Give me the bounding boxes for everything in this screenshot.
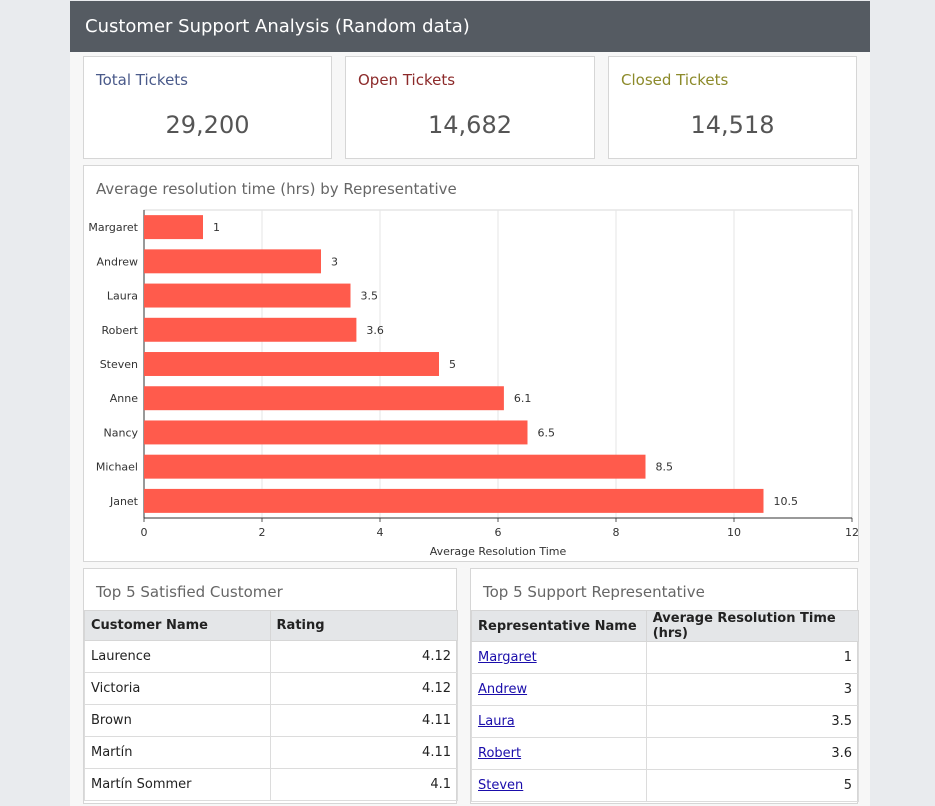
kpi-value: 14,682 xyxy=(428,111,512,139)
table-row: Margaret 1 xyxy=(471,641,860,674)
table-row: Brown 4.11 xyxy=(84,704,459,737)
y-tick-label: Michael xyxy=(96,461,138,474)
table-row: Victoria 4.12 xyxy=(84,672,459,705)
y-tick-label: Janet xyxy=(109,495,139,508)
customers-table-card: Top 5 Satisfied Customer Customer Name R… xyxy=(83,568,459,804)
kpi-title: Closed Tickets xyxy=(621,71,729,89)
data-label: 6.1 xyxy=(514,392,532,405)
bar xyxy=(144,488,764,513)
resolution-time-cell: 3.5 xyxy=(645,705,860,738)
customer-name-cell: Victoria xyxy=(84,672,271,705)
x-tick-label: 4 xyxy=(377,526,384,539)
reps-table-title: Top 5 Support Representative xyxy=(483,583,705,601)
y-tick-label: Laura xyxy=(107,290,138,303)
rating-cell: 4.12 xyxy=(269,672,459,705)
table-header-row: Representative Name Average Resolution T… xyxy=(471,610,860,642)
representative-link[interactable]: Andrew xyxy=(478,682,528,697)
bar xyxy=(144,215,203,240)
x-tick-label: 12 xyxy=(845,526,859,539)
reps-table-card: Top 5 Support Representative Representat… xyxy=(470,568,860,804)
rating-cell: 4.11 xyxy=(269,704,459,737)
resolution-time-cell: 3.6 xyxy=(645,737,860,770)
resolution-time-cell: 5 xyxy=(645,769,860,802)
bar xyxy=(144,317,357,342)
column-header-rating[interactable]: Rating xyxy=(269,610,459,641)
column-header-avg-resolution-time[interactable]: Average Resolution Time (hrs) xyxy=(645,610,860,642)
table-row: Steven 5 xyxy=(471,769,860,802)
table-row: Andrew 3 xyxy=(471,673,860,706)
bar xyxy=(144,420,528,445)
data-label: 3.6 xyxy=(366,324,384,337)
resolution-time-cell: 1 xyxy=(645,641,860,674)
table-row: Martín 4.11 xyxy=(84,736,459,769)
customers-table: Customer Name Rating Laurence 4.12 Victo… xyxy=(84,610,459,801)
dashboard-header: Customer Support Analysis (Random data) xyxy=(70,1,870,52)
bar xyxy=(144,249,321,274)
representative-link[interactable]: Robert xyxy=(478,746,522,761)
customer-name-cell: Brown xyxy=(84,704,271,737)
data-label: 5 xyxy=(449,358,456,371)
bar xyxy=(144,283,351,308)
y-tick-label: Steven xyxy=(100,358,138,371)
chart-title: Average resolution time (hrs) by Represe… xyxy=(96,180,457,198)
rating-cell: 4.12 xyxy=(269,640,459,673)
representative-name-cell: Steven xyxy=(471,769,647,802)
customer-name-cell: Martín Sommer xyxy=(84,768,271,801)
column-header-representative-name[interactable]: Representative Name xyxy=(471,610,647,642)
rating-cell: 4.11 xyxy=(269,736,459,769)
representative-link[interactable]: Steven xyxy=(478,778,524,793)
kpi-open-tickets: Open Tickets 14,682 xyxy=(345,56,595,159)
customer-name-cell: Laurence xyxy=(84,640,271,673)
table-row: Robert 3.6 xyxy=(471,737,860,770)
kpi-closed-tickets: Closed Tickets 14,518 xyxy=(608,56,857,159)
y-tick-label: Margaret xyxy=(88,221,138,234)
data-label: 3 xyxy=(331,255,338,268)
customer-name-cell: Martín xyxy=(84,736,271,769)
representative-link[interactable]: Laura xyxy=(478,714,515,729)
y-tick-label: Anne xyxy=(110,392,138,405)
resolution-time-cell: 3 xyxy=(645,673,860,706)
customers-table-title: Top 5 Satisfied Customer xyxy=(96,583,283,601)
x-tick-label: 6 xyxy=(495,526,502,539)
table-row: Laurence 4.12 xyxy=(84,640,459,673)
x-tick-label: 8 xyxy=(613,526,620,539)
column-header-customer-name[interactable]: Customer Name xyxy=(84,610,271,641)
table-header-row: Customer Name Rating xyxy=(84,610,459,641)
dashboard-title: Customer Support Analysis (Random data) xyxy=(85,16,470,37)
representative-name-cell: Andrew xyxy=(471,673,647,706)
data-label: 6.5 xyxy=(538,426,556,439)
rating-cell: 4.1 xyxy=(269,768,459,801)
table-row: Martín Sommer 4.1 xyxy=(84,768,459,801)
representative-name-cell: Laura xyxy=(471,705,647,738)
resolution-bar-chart: 0 2 4 6 8 10 12 Margaret 1 Andrew 3 Laura 3.5 Robert 3… xyxy=(88,209,859,558)
data-label: 3.5 xyxy=(361,290,379,303)
data-label: 8.5 xyxy=(656,461,674,474)
resolution-chart-card: Average resolution time (hrs) by Represe… xyxy=(83,165,859,562)
bar xyxy=(144,386,504,411)
y-tick-label: Nancy xyxy=(104,426,139,439)
x-axis-label: Average Resolution Time xyxy=(430,545,567,558)
kpi-total-tickets: Total Tickets 29,200 xyxy=(83,56,332,159)
kpi-title: Total Tickets xyxy=(96,71,188,89)
x-tick-label: 10 xyxy=(727,526,741,539)
data-label: 1 xyxy=(213,221,220,234)
data-label: 10.5 xyxy=(774,495,799,508)
kpi-title: Open Tickets xyxy=(358,71,456,89)
representative-name-cell: Robert xyxy=(471,737,647,770)
bar xyxy=(144,454,646,479)
y-tick-label: Robert xyxy=(102,324,139,337)
representative-link[interactable]: Margaret xyxy=(478,650,537,665)
y-tick-label: Andrew xyxy=(96,255,138,268)
table-row: Laura 3.5 xyxy=(471,705,860,738)
representative-name-cell: Margaret xyxy=(471,641,647,674)
kpi-value: 14,518 xyxy=(690,111,775,139)
reps-table: Representative Name Average Resolution T… xyxy=(471,610,860,802)
x-tick-label: 0 xyxy=(141,526,148,539)
bar xyxy=(144,352,439,376)
kpi-value: 29,200 xyxy=(165,111,250,139)
x-tick-label: 2 xyxy=(259,526,266,539)
dashboard: Customer Support Analysis (Random data) … xyxy=(70,1,870,806)
